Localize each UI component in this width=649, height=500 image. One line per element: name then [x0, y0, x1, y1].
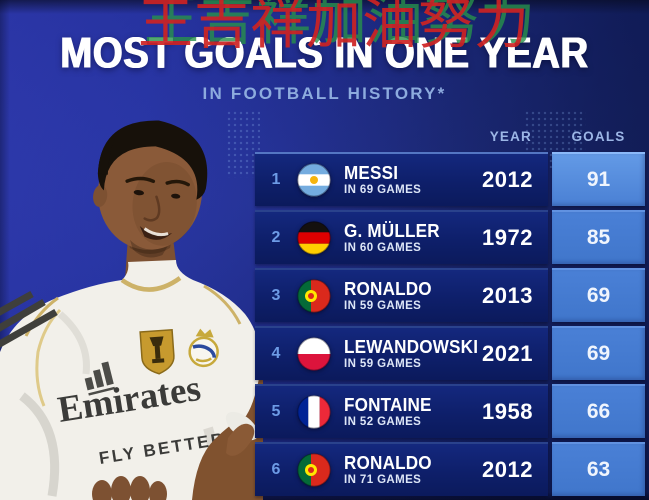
player-info: RONALDO IN 71 GAMES: [344, 452, 453, 487]
player-jersey: [0, 260, 263, 500]
player-ear: [93, 185, 108, 207]
page-subtitle: IN FOOTBALL HISTORY*: [202, 84, 447, 103]
page-title: MOST GOALS IN ONE YEAR: [60, 28, 589, 78]
player-nose: [143, 195, 161, 222]
player-info: FONTAINE IN 52 GAMES: [344, 394, 453, 429]
player-forearm: [192, 350, 263, 500]
goals-value: 85: [552, 210, 645, 264]
player-eye: [133, 189, 145, 196]
player-info: MESSI IN 69 GAMES: [344, 162, 453, 197]
player-games: IN 71 GAMES: [344, 474, 422, 487]
jersey-gold-piping: [24, 296, 59, 337]
player-name: MESSI: [344, 162, 399, 183]
player-name: RONALDO: [344, 452, 432, 473]
player-chin-shadow: [130, 239, 168, 258]
player-head: [93, 120, 208, 258]
goals-value: 66: [552, 384, 645, 438]
player-name: RONALDO: [344, 278, 432, 299]
goals-value: 69: [552, 326, 645, 380]
row-main: 4 LEWANDOWSKI IN 59 GAMES 2021: [255, 326, 548, 380]
table-row: 6 RONALDO IN 71 GAMES 2012 63: [255, 442, 649, 496]
year-value: 2021: [482, 341, 533, 366]
year-value: 2012: [482, 457, 533, 482]
player-games: IN 59 GAMES: [344, 358, 422, 371]
row-main: 3 RONALDO IN 59 GAMES 2013: [255, 268, 548, 322]
club-crest-icon: [188, 328, 219, 368]
player-info: LEWANDOWSKI IN 59 GAMES: [344, 336, 479, 371]
row-main: 5 FONTAINE IN 52 GAMES 1958: [255, 384, 548, 438]
rank-number: 2: [271, 229, 281, 246]
table-row: 3 RONALDO IN 59 GAMES 2013 69: [255, 268, 649, 322]
player-info: RONALDO IN 59 GAMES: [344, 278, 453, 313]
shoulder-stripes: [0, 290, 58, 348]
row-main: 6 RONALDO IN 71 GAMES 2012: [255, 442, 548, 496]
year-value: 1958: [482, 399, 533, 424]
player-games: IN 69 GAMES: [344, 184, 422, 197]
player-games: IN 59 GAMES: [344, 300, 422, 313]
player-name: LEWANDOWSKI: [344, 336, 479, 357]
player-photo: Emirates FLY BETTER: [0, 120, 263, 500]
player-games: IN 52 GAMES: [344, 416, 422, 429]
row-main: 2 G. MÜLLER IN 60 GAMES 1972: [255, 210, 548, 264]
year-value: 2013: [482, 283, 533, 308]
row-main: 1 MESSI IN 69 GAMES 2012: [255, 152, 548, 206]
player-games: IN 60 GAMES: [344, 242, 422, 255]
player-eyebrow: [165, 179, 190, 187]
player-eyebrow: [125, 176, 156, 184]
player-name: G. MÜLLER: [344, 220, 440, 241]
flag-portugal-icon: [297, 453, 331, 487]
player-fingers: [92, 476, 167, 500]
goals-value: 91: [552, 152, 645, 206]
player-name: FONTAINE: [344, 394, 432, 415]
column-header-year: YEAR: [489, 129, 532, 144]
rank-number: 4: [271, 345, 281, 362]
table-row: 5 FONTAINE IN 52 GAMES 1958 66: [255, 384, 649, 438]
player-thumb: [226, 423, 255, 456]
rank-number: 6: [271, 461, 281, 478]
watermark-text: 王吉祥加油努力: [138, 0, 531, 56]
rank-number: 3: [271, 287, 281, 304]
champions-badge-icon: [139, 328, 175, 375]
flag-poland-icon: [297, 337, 331, 371]
jersey-collar-trim: [120, 276, 182, 292]
goals-value: 69: [552, 268, 645, 322]
rank-number: 5: [271, 403, 281, 420]
player-eye: [171, 193, 181, 199]
neck-shadow: [128, 238, 172, 254]
column-header-goals: GOALS: [571, 129, 626, 144]
year-value: 2012: [482, 167, 533, 192]
player-hair: [97, 120, 208, 200]
goals-value: 63: [552, 442, 645, 496]
flag-france-icon: [297, 395, 331, 429]
table-row: 1 MESSI IN 69 GAMES 2012 91: [255, 152, 649, 206]
flag-portugal-icon: [297, 279, 331, 313]
player-info: G. MÜLLER IN 60 GAMES: [344, 220, 453, 255]
table-row: 2 G. MÜLLER IN 60 GAMES 1972 85: [255, 210, 649, 264]
player-mouth: [139, 226, 173, 240]
year-value: 1972: [482, 225, 533, 250]
flag-germany-icon: [297, 221, 331, 255]
rank-number: 1: [271, 171, 281, 188]
table-row: 4 LEWANDOWSKI IN 59 GAMES 2021 69: [255, 326, 649, 380]
adidas-logo-icon: [84, 361, 116, 396]
flag-argentina-icon: [297, 163, 331, 197]
